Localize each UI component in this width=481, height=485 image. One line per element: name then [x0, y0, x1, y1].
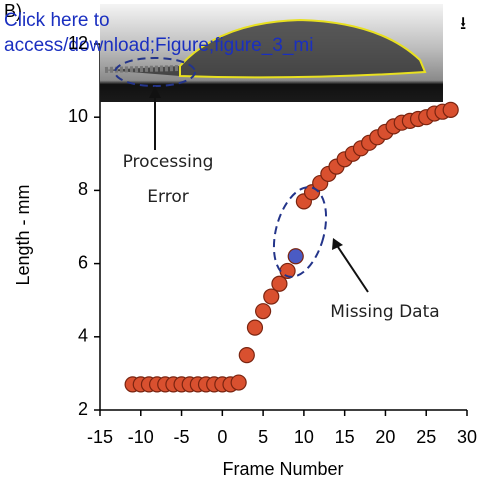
y-tick-label: 2	[78, 399, 88, 419]
x-tick-label: 30	[457, 427, 477, 447]
specimen-image	[100, 4, 443, 102]
y-tick-label: 12	[68, 33, 88, 53]
x-tick-label: 5	[258, 427, 268, 447]
data-point	[263, 288, 280, 305]
x-tick-label: -15	[87, 427, 113, 447]
data-point	[287, 248, 304, 265]
annotation-shapes	[114, 57, 369, 293]
x-tick-label: 25	[416, 427, 436, 447]
x-tick-label: 20	[375, 427, 395, 447]
data-point	[442, 101, 459, 118]
download-link[interactable]: Click here to	[4, 10, 110, 31]
download-icon[interactable]: ⭳	[460, 13, 466, 33]
x-tick-label: -10	[128, 427, 154, 447]
y-tick-label: 4	[78, 326, 88, 346]
y-axis-label: Length - mm	[13, 184, 33, 285]
x-tick-label: 15	[335, 427, 355, 447]
y-tick-label: 8	[78, 179, 88, 199]
data-point	[271, 275, 288, 292]
annotation: Error	[147, 187, 188, 207]
x-tick-label: -5	[174, 427, 190, 447]
y-tick-label: 10	[68, 106, 88, 126]
x-tick-label: 10	[294, 427, 314, 447]
data-point	[255, 303, 272, 320]
annotation: Processing	[123, 152, 214, 172]
panel-label: B)	[4, 1, 22, 21]
axes: -15 -10 -5 0 5 10 15 20 25 30	[87, 43, 477, 447]
data-point	[246, 319, 264, 336]
download-link[interactable]: access/download;Figure;figure_3_mi	[4, 35, 313, 56]
annotation: Missing Data	[330, 302, 439, 322]
y-tick-label: 6	[78, 252, 88, 272]
x-axis-label: Frame Number	[222, 459, 343, 479]
data-point	[238, 347, 255, 364]
data-point	[230, 374, 247, 391]
x-tick-label: 0	[217, 427, 227, 447]
